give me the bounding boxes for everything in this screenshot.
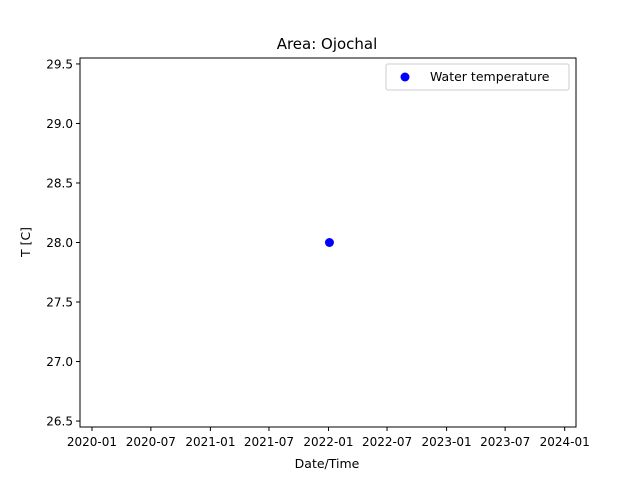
- x-axis-label: Date/Time: [295, 456, 360, 471]
- x-tick-label: 2021-07: [244, 435, 294, 449]
- x-axis: 2020-01 2020-07 2021-01 2021-07 2022-01 2022-…: [67, 427, 590, 449]
- chart-title: Area: Ojochal: [277, 35, 378, 53]
- y-tick-label: 26.5: [46, 415, 73, 429]
- y-tick-label: 28.5: [46, 176, 73, 190]
- x-tick-label: 2022-01: [303, 435, 353, 449]
- x-tick-label: 2021-01: [185, 435, 235, 449]
- x-tick-label: 2020-01: [67, 435, 117, 449]
- data-points: [324, 238, 334, 247]
- legend: Water temperature: [385, 63, 570, 91]
- y-tick-label: 27.0: [46, 355, 73, 369]
- y-tick-label: 29.5: [46, 57, 73, 71]
- x-tick-label: 2024-01: [540, 435, 590, 449]
- x-tick-label: 2023-01: [422, 435, 472, 449]
- legend-label: Water temperature: [430, 69, 550, 84]
- y-tick-label: 29.0: [46, 117, 73, 131]
- x-tick-label: 2023-07: [480, 435, 530, 449]
- y-axis: 26.5 27.0 27.5 28.0 28.5 29.0 29.5: [46, 57, 80, 429]
- x-tick-label: 2020-07: [126, 435, 176, 449]
- data-point: [324, 238, 334, 247]
- x-tick-label: 2022-07: [362, 435, 412, 449]
- y-tick-label: 28.0: [46, 236, 73, 250]
- y-tick-label: 27.5: [46, 296, 73, 310]
- legend-frame: [385, 63, 570, 91]
- legend-marker: [400, 72, 410, 82]
- y-axis-label: T [C]: [18, 227, 33, 258]
